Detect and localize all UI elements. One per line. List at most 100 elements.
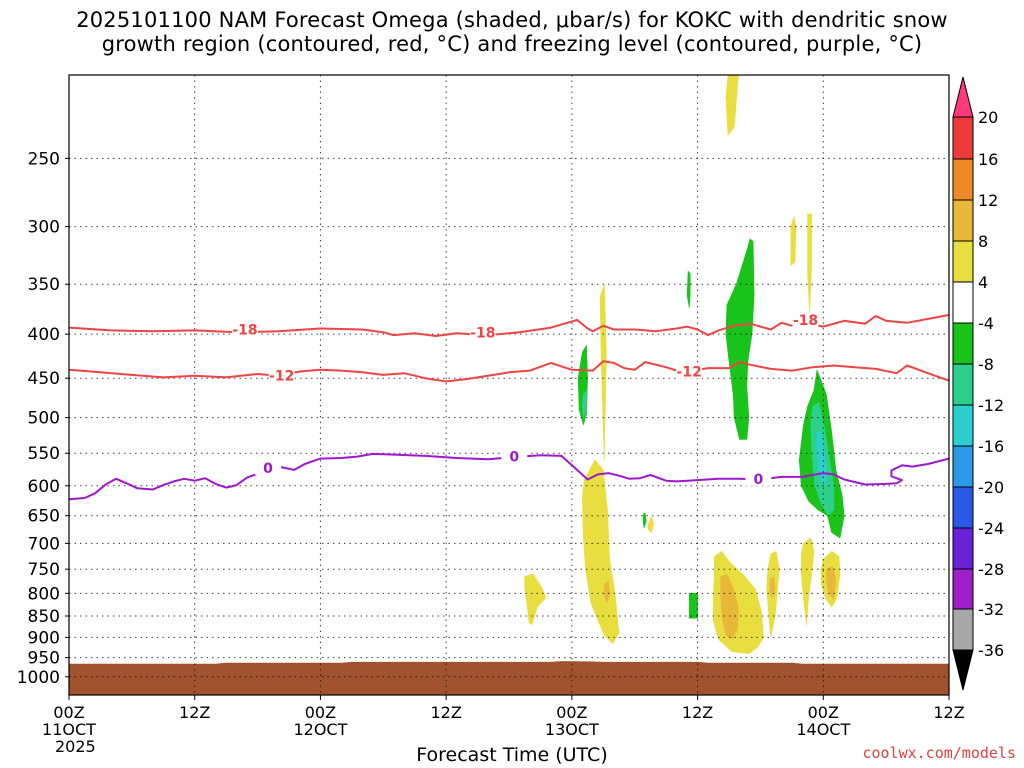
contours: -18 -18 -18 -12 -12 0 0 0 [69, 311, 949, 501]
colorbar-swatch [952, 363, 974, 406]
contour-label--12: -12 [269, 369, 294, 385]
x-tick-label: 00Z [556, 703, 587, 722]
omega-region-9 [720, 573, 739, 640]
x-tick-label: 12Z [179, 703, 210, 722]
contour-label-0: 0 [509, 450, 519, 466]
colorbar-swatch [952, 608, 974, 651]
omega-region-4 [581, 459, 620, 644]
contour-label--18: -18 [793, 313, 818, 329]
y-axis: 2503003504004505005506006507007508008509… [17, 149, 69, 688]
credit-text: coolwx.com/models [862, 744, 1016, 762]
contour-label-bg [469, 324, 496, 340]
colorbar-label: -32 [978, 600, 1004, 619]
colorbar-label: -24 [978, 519, 1004, 538]
omega-region-17 [581, 390, 587, 418]
y-tick-label-400: 400 [28, 325, 60, 345]
colorbar-swatch [952, 116, 974, 160]
y-tick-label-700: 700 [28, 534, 60, 554]
contour-label--12: -12 [677, 364, 702, 380]
y-tick-label-750: 750 [28, 560, 60, 580]
contour-label-bg [268, 367, 295, 383]
y-tick-label-250: 250 [28, 149, 60, 169]
contour-line-0 [69, 452, 949, 501]
colorbar-label: 8 [978, 232, 988, 251]
contour-label--18: -18 [470, 325, 495, 341]
plot-frame [68, 74, 950, 696]
colorbar-swatch [952, 240, 974, 283]
colorbar-label: -16 [978, 437, 1004, 456]
contour-label-bg [792, 311, 819, 327]
colorbar-swatch [952, 281, 974, 324]
omega-region-19 [642, 512, 647, 529]
omega-region-3 [599, 283, 607, 461]
colorbar-swatch [952, 322, 974, 365]
omega-region-15 [725, 238, 755, 440]
y-tick-label-450: 450 [28, 369, 60, 389]
x-tick-label: 11OCT [42, 720, 96, 739]
omega-region-0 [725, 75, 739, 136]
contour-label-bg [255, 459, 282, 475]
colorbar-label: 20 [978, 108, 998, 127]
contour-label-bg [232, 321, 258, 337]
x-tick-label: 00Z [53, 703, 84, 722]
x-tick-label: 00Z [305, 703, 336, 722]
contour-label--18: -18 [232, 322, 257, 338]
y-tick-label-600: 600 [28, 477, 60, 497]
colorbar-swatch [952, 445, 974, 488]
chart-title: 2025101100 NAM Forecast Omega (shaded, μ… [0, 8, 1024, 56]
colorbar-label: -8 [978, 355, 994, 374]
colorbar-label: 12 [978, 191, 998, 210]
x-tick-label: 2025 [55, 737, 96, 756]
omega-region-2 [807, 213, 813, 314]
contour-label-bg [676, 363, 703, 379]
x-tick-label: 12Z [682, 703, 713, 722]
colorbar-swatch [952, 527, 974, 570]
y-tick-label-800: 800 [28, 584, 60, 604]
title-line-2: growth region (contoured, red, °C) and f… [101, 32, 923, 56]
colorbar-label: -28 [978, 560, 1004, 579]
omega-region-5 [603, 581, 610, 603]
y-tick-label-350: 350 [28, 275, 60, 295]
colorbar-label: 4 [978, 273, 988, 292]
y-tick-label-1000: 1000 [17, 668, 60, 688]
omega-region-12 [800, 537, 815, 626]
colorbar-top-arrow [952, 76, 974, 118]
y-tick-label-300: 300 [28, 218, 60, 238]
x-tick-label: 13OCT [545, 720, 599, 739]
omega-region-1 [790, 216, 797, 266]
colorbar-swatch [952, 568, 974, 610]
colorbar-swatch [952, 486, 974, 529]
y-tick-label-500: 500 [28, 409, 60, 429]
omega-region-18 [686, 270, 691, 309]
omega-region-14 [826, 566, 837, 601]
omega-region-20 [688, 592, 698, 619]
omega-shading [524, 75, 845, 654]
colorbar-label: 16 [978, 150, 998, 169]
y-tick-label-950: 950 [28, 649, 60, 669]
x-tick-label: 12OCT [293, 720, 347, 739]
contour-label-0: 0 [263, 461, 273, 477]
x-tick-label: 12Z [933, 703, 964, 722]
contour-label-bg [745, 470, 772, 486]
y-tick-label-900: 900 [28, 628, 60, 648]
colorbar-bottom-arrow [952, 649, 974, 691]
colorbar-swatch [952, 404, 974, 447]
contour-line--18 [69, 314, 949, 337]
colorbar-swatch [952, 158, 974, 201]
title-line-1: 2025101100 NAM Forecast Omega (shaded, μ… [76, 8, 948, 32]
colorbar-swatch [952, 199, 974, 242]
contour-label-0: 0 [753, 472, 763, 488]
y-tick-label-650: 650 [28, 507, 60, 527]
colorbar-label: -4 [978, 314, 994, 333]
x-tick-label: 12Z [430, 703, 461, 722]
x-tick-label: 14OCT [796, 720, 850, 739]
terrain [69, 661, 949, 695]
omega-region-7 [647, 516, 654, 533]
x-tick-label: 00Z [808, 703, 839, 722]
colorbar-label: -36 [978, 641, 1004, 660]
x-axis-title: Forecast Time (UTC) [416, 744, 608, 766]
colorbar: 20 16 12 8 4 -4 -8 -12 -16 -20 -24 -28 -32 -36 [952, 76, 1004, 691]
colorbar-label: -20 [978, 478, 1004, 497]
